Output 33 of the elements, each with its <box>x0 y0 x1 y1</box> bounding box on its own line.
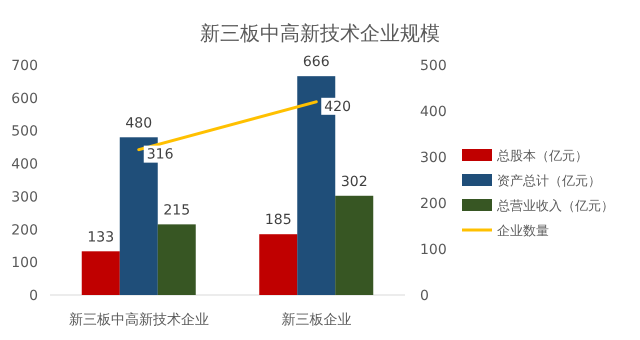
y-tick-label: 600 <box>11 90 38 107</box>
data-label: 666 <box>302 54 330 70</box>
data-label: 316 <box>146 146 174 163</box>
data-label: 420 <box>324 98 351 115</box>
y2-tick-label: 200 <box>420 196 447 212</box>
legend-label: 总营业收入（亿元） <box>496 199 614 214</box>
y-tick-label: 400 <box>11 156 38 173</box>
y-tick-label: 300 <box>11 189 38 206</box>
data-label: 215 <box>163 202 190 218</box>
chart-title: 新三板中高新技术企业规模 <box>200 21 440 45</box>
y-tick-label: 700 <box>11 58 38 74</box>
y2-tick-label: 400 <box>420 104 447 120</box>
bar <box>158 224 196 295</box>
legend-label: 总股本（亿元） <box>496 149 588 164</box>
y-tick-label: 0 <box>29 288 38 304</box>
y-tick-label: 200 <box>11 222 38 238</box>
y-tick-label: 500 <box>11 124 38 140</box>
legend-label: 企业数量 <box>497 224 549 239</box>
x-tick-label: 新三板中高新技术企业 <box>68 312 209 328</box>
x-tick-label: 新三板企业 <box>281 312 352 328</box>
y2-tick-label: 500 <box>420 58 447 74</box>
data-label: 302 <box>340 174 368 190</box>
y2-tick-label: 300 <box>420 150 447 166</box>
data-label: 185 <box>264 212 292 228</box>
y-tick-label: 100 <box>11 255 38 272</box>
legend-label: 资产总计（亿元） <box>497 174 601 189</box>
bar <box>259 234 298 295</box>
bar <box>335 196 374 295</box>
data-label: 133 <box>87 229 114 246</box>
y2-tick-label: 0 <box>420 288 429 304</box>
y2-tick-label: 100 <box>420 242 447 258</box>
data-label: 480 <box>125 115 152 132</box>
bar <box>82 251 120 295</box>
